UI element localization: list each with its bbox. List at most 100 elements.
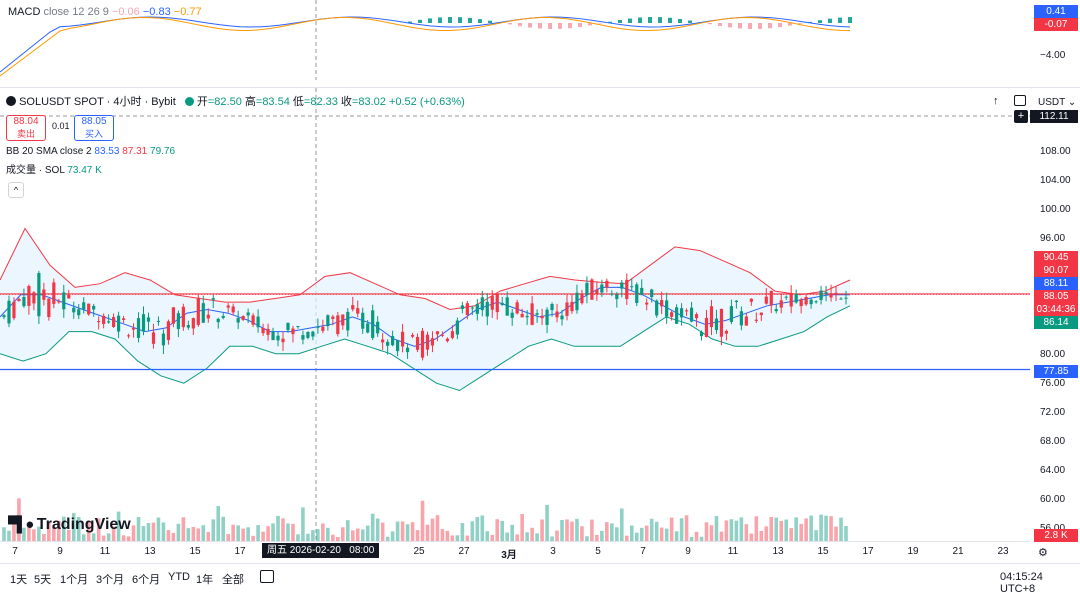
bb-basis-value: 83.53: [94, 146, 119, 157]
time-axis-label: 15: [189, 546, 200, 557]
candle-body: [476, 304, 479, 314]
candle-body: [670, 312, 673, 317]
timeframe-button[interactable]: 1个月: [60, 571, 88, 587]
sell-button[interactable]: 88.04 卖出: [6, 115, 46, 141]
volume-bar: [162, 523, 166, 541]
macd-histogram-bar: [668, 18, 672, 23]
candle-body: [261, 328, 264, 333]
volume-bar: [371, 514, 375, 541]
volume-bar: [535, 533, 539, 541]
price-axis-label: 100.00: [1040, 204, 1071, 215]
volume-bar: [600, 531, 604, 541]
candle-body: [306, 332, 309, 338]
sell-price: 88.04: [7, 116, 45, 128]
candle-body: [466, 303, 469, 315]
macd-tag-red: -0.07: [1034, 18, 1078, 31]
volume-bar: [590, 520, 594, 541]
tradingview-logo[interactable]: ▀▌● TradingView: [8, 516, 131, 534]
volume-bar: [515, 534, 519, 541]
volume-bar: [276, 516, 280, 541]
volume-tag: 2.8 K: [1034, 529, 1078, 542]
candle-body: [715, 319, 718, 331]
timeframe-button[interactable]: 1天: [10, 571, 27, 587]
clock-display[interactable]: 04:15:24 UTC+8: [1000, 571, 1080, 595]
candle-body: [570, 302, 573, 311]
candle-body: [660, 300, 663, 306]
blue-line-tag: 77.85: [1034, 365, 1078, 378]
volume-bar: [670, 518, 674, 541]
candle-body: [32, 292, 35, 303]
arrow-up-icon[interactable]: ↑: [993, 95, 999, 107]
add-plus-icon[interactable]: +: [1014, 110, 1028, 123]
timeframe-button[interactable]: 全部: [222, 571, 244, 587]
candle-body: [12, 302, 15, 318]
timeframe-button[interactable]: YTD: [168, 571, 190, 583]
macd-histogram-bar: [638, 18, 642, 23]
volume-bar: [794, 517, 798, 541]
macd-histogram-bar: [548, 23, 552, 29]
volume-bar: [750, 534, 754, 541]
settings-icon[interactable]: ⚙: [1038, 546, 1048, 559]
volume-bar: [426, 525, 430, 541]
candle-body: [52, 282, 55, 303]
timeframe-button[interactable]: 3个月: [96, 571, 124, 587]
candle-body: [72, 308, 75, 313]
candle-body: [127, 335, 130, 336]
candle-body: [680, 308, 683, 317]
candle-body: [326, 315, 329, 326]
candle-body: [242, 316, 245, 320]
price-axis-label: 108.00: [1040, 146, 1071, 157]
volume-bar: [764, 526, 768, 541]
candle-body: [187, 325, 190, 328]
time-axis-label: 15: [817, 546, 828, 557]
current-price-tag: 88.05: [1034, 290, 1078, 303]
candle-body: [605, 281, 608, 288]
macd-histogram-bar: [438, 17, 442, 23]
sell-label: 卖出: [7, 128, 45, 140]
volume-bar: [476, 517, 480, 541]
currency-select[interactable]: USDT ⌄: [1038, 96, 1076, 110]
volume-bar: [630, 526, 634, 541]
collapse-legend-icon[interactable]: ^: [8, 182, 24, 198]
candle-body: [810, 300, 813, 305]
refresh-icon[interactable]: [1014, 95, 1026, 106]
volume-bar: [306, 534, 310, 541]
volume-bar: [695, 532, 699, 541]
macd-histogram-bar: [448, 17, 452, 23]
candle-body: [555, 312, 558, 318]
volume-bar: [555, 531, 559, 541]
time-axis-label: 5: [595, 546, 601, 557]
candle-body: [117, 316, 120, 332]
candle-body: [650, 290, 653, 298]
volume-legend[interactable]: 成交量 · SOL 73.47 K: [6, 164, 102, 178]
candle-body: [675, 307, 678, 323]
timeframe-button[interactable]: 6个月: [132, 571, 160, 587]
candle-body: [834, 293, 837, 294]
price-axis-label: 72.00: [1040, 407, 1065, 418]
candle-body: [252, 315, 255, 324]
eye-icon[interactable]: [185, 97, 194, 106]
macd-legend: MACD close 12 26 9 −0.06 −0.83 −0.77: [8, 5, 202, 19]
volume-bar: [216, 506, 220, 541]
buy-button[interactable]: 88.05 买入: [74, 115, 114, 141]
macd-line: [0, 17, 850, 72]
candle-body: [685, 310, 688, 311]
macd-histogram-bar: [818, 20, 822, 23]
volume-bar: [580, 526, 584, 541]
volume-bar: [192, 527, 196, 541]
timeframe-button[interactable]: 1年: [196, 571, 213, 587]
price-axis-label: 60.00: [1040, 494, 1065, 505]
bb-legend[interactable]: BB 20 SMA close 2 83.53 87.31 79.76: [6, 145, 175, 159]
timeframe-button[interactable]: 5天: [34, 571, 51, 587]
volume-bar: [147, 523, 151, 541]
symbol-title[interactable]: SOLUSDT SPOT · 4小时 · Bybit: [19, 96, 176, 108]
candle-body: [496, 294, 499, 312]
time-axis-label: 19: [907, 546, 918, 557]
candle-body: [152, 332, 155, 343]
volume-bar: [705, 522, 709, 541]
volume-bar: [660, 528, 664, 541]
macd-tag-blue: 0.41: [1034, 5, 1078, 18]
calendar-icon[interactable]: [260, 570, 274, 583]
time-axis-label: 17: [862, 546, 873, 557]
volume-bar: [441, 529, 445, 541]
